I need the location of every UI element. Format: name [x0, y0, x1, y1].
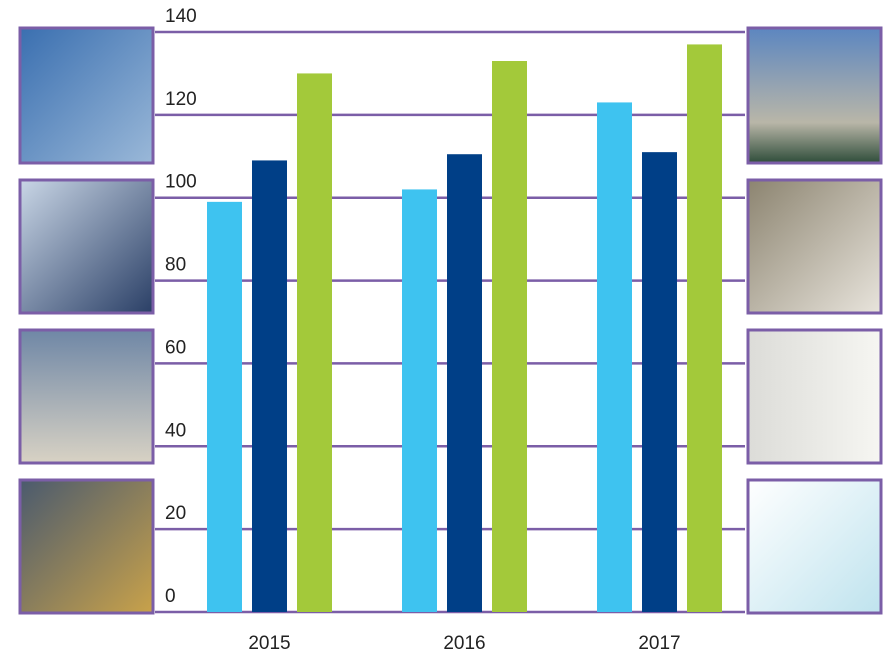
bar — [252, 160, 287, 612]
photo — [18, 26, 155, 165]
bar — [687, 44, 722, 612]
y-tick-label: 100 — [165, 172, 197, 193]
y-tick-label: 140 — [165, 6, 197, 27]
photos — [18, 26, 883, 615]
bar — [642, 152, 677, 612]
bar — [447, 154, 482, 612]
y-tick-label: 0 — [165, 586, 176, 607]
photo — [18, 478, 155, 615]
x-tick-label: 2015 — [248, 633, 290, 654]
x-tick-label: 2016 — [443, 633, 485, 654]
x-tick-label: 2017 — [638, 633, 680, 654]
photo — [746, 178, 883, 315]
y-tick-label: 20 — [165, 503, 186, 524]
bar — [207, 201, 242, 612]
bar — [297, 73, 332, 612]
bar — [597, 102, 632, 612]
bar — [402, 189, 437, 612]
bar — [492, 61, 527, 612]
photo — [746, 328, 883, 465]
y-tick-label: 40 — [165, 420, 186, 441]
photo — [746, 26, 883, 165]
y-tick-label: 80 — [165, 255, 186, 276]
photo — [746, 478, 883, 615]
photo — [18, 328, 155, 465]
y-tick-label: 60 — [165, 337, 186, 358]
y-tick-label: 120 — [165, 89, 197, 110]
photo — [18, 178, 155, 315]
